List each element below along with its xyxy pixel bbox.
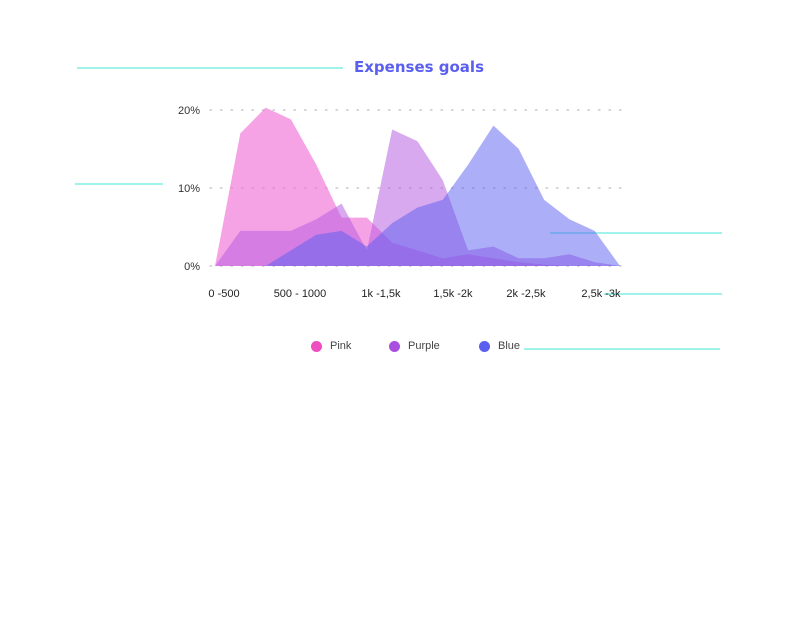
legend-label-purple: Purple [408, 340, 440, 352]
x-tick-label: 500 - 1000 [274, 288, 327, 300]
decorative-guide-line [604, 293, 722, 295]
x-tick-label: 2k -2,5k [506, 288, 546, 300]
legend-item-pink[interactable]: Pink [311, 340, 351, 352]
x-tick-label: 2,5k -3k [581, 288, 621, 300]
x-tick-label: 1,5k -2k [433, 288, 473, 300]
area-series-purple[interactable] [215, 129, 620, 267]
x-tick-label: 0 -500 [208, 288, 239, 300]
legend-label-pink: Pink [330, 340, 352, 352]
x-tick-label: 1k -1,5k [361, 288, 401, 300]
decorative-guide-line [550, 232, 722, 234]
legend-item-purple[interactable]: Purple [389, 340, 440, 352]
chart-title: Expenses goals [354, 58, 484, 76]
legend-item-blue[interactable]: Blue [479, 340, 520, 352]
decorative-guide-line [75, 183, 163, 185]
legend-swatch-pink [311, 340, 322, 352]
y-tick-label: 10% [178, 183, 200, 195]
y-tick-label: 20% [178, 105, 200, 117]
decorative-guide-line [524, 348, 720, 350]
decorative-guide-line [77, 67, 343, 69]
chart-legend: Pink Purple Blue [0, 340, 800, 360]
area-series-blue[interactable] [215, 125, 620, 266]
legend-label-blue: Blue [498, 340, 521, 352]
legend-swatch-purple [389, 340, 400, 352]
y-tick-label: 0% [184, 261, 200, 273]
legend-swatch-blue [479, 340, 490, 352]
